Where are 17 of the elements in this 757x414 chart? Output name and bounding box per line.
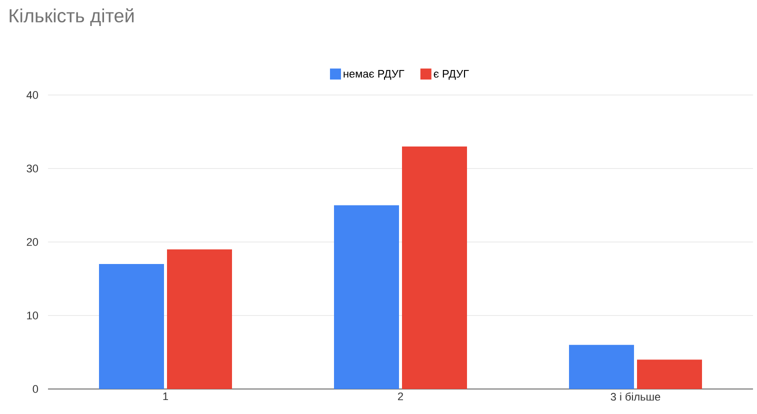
y-tick-label: 30 [26, 164, 38, 172]
bar [637, 360, 702, 389]
bar [334, 205, 400, 389]
legend-label: є РДУГ [434, 70, 469, 80]
y-tick-label: 20 [26, 238, 38, 246]
x-tick-label: 2 [398, 392, 404, 400]
bar [402, 146, 468, 389]
y-tick-label: 0 [32, 385, 38, 393]
legend-label: немає РДУГ [344, 70, 404, 80]
x-tick-label: 1 [163, 392, 168, 400]
x-tick-label: 3 і більше [610, 392, 660, 401]
bar [569, 344, 634, 389]
bar [99, 264, 164, 389]
y-tick-label: 40 [26, 91, 38, 99]
bar [167, 249, 232, 389]
y-tick-label: 10 [27, 312, 38, 320]
chart-title: Кількість дітей [10, 8, 134, 26]
